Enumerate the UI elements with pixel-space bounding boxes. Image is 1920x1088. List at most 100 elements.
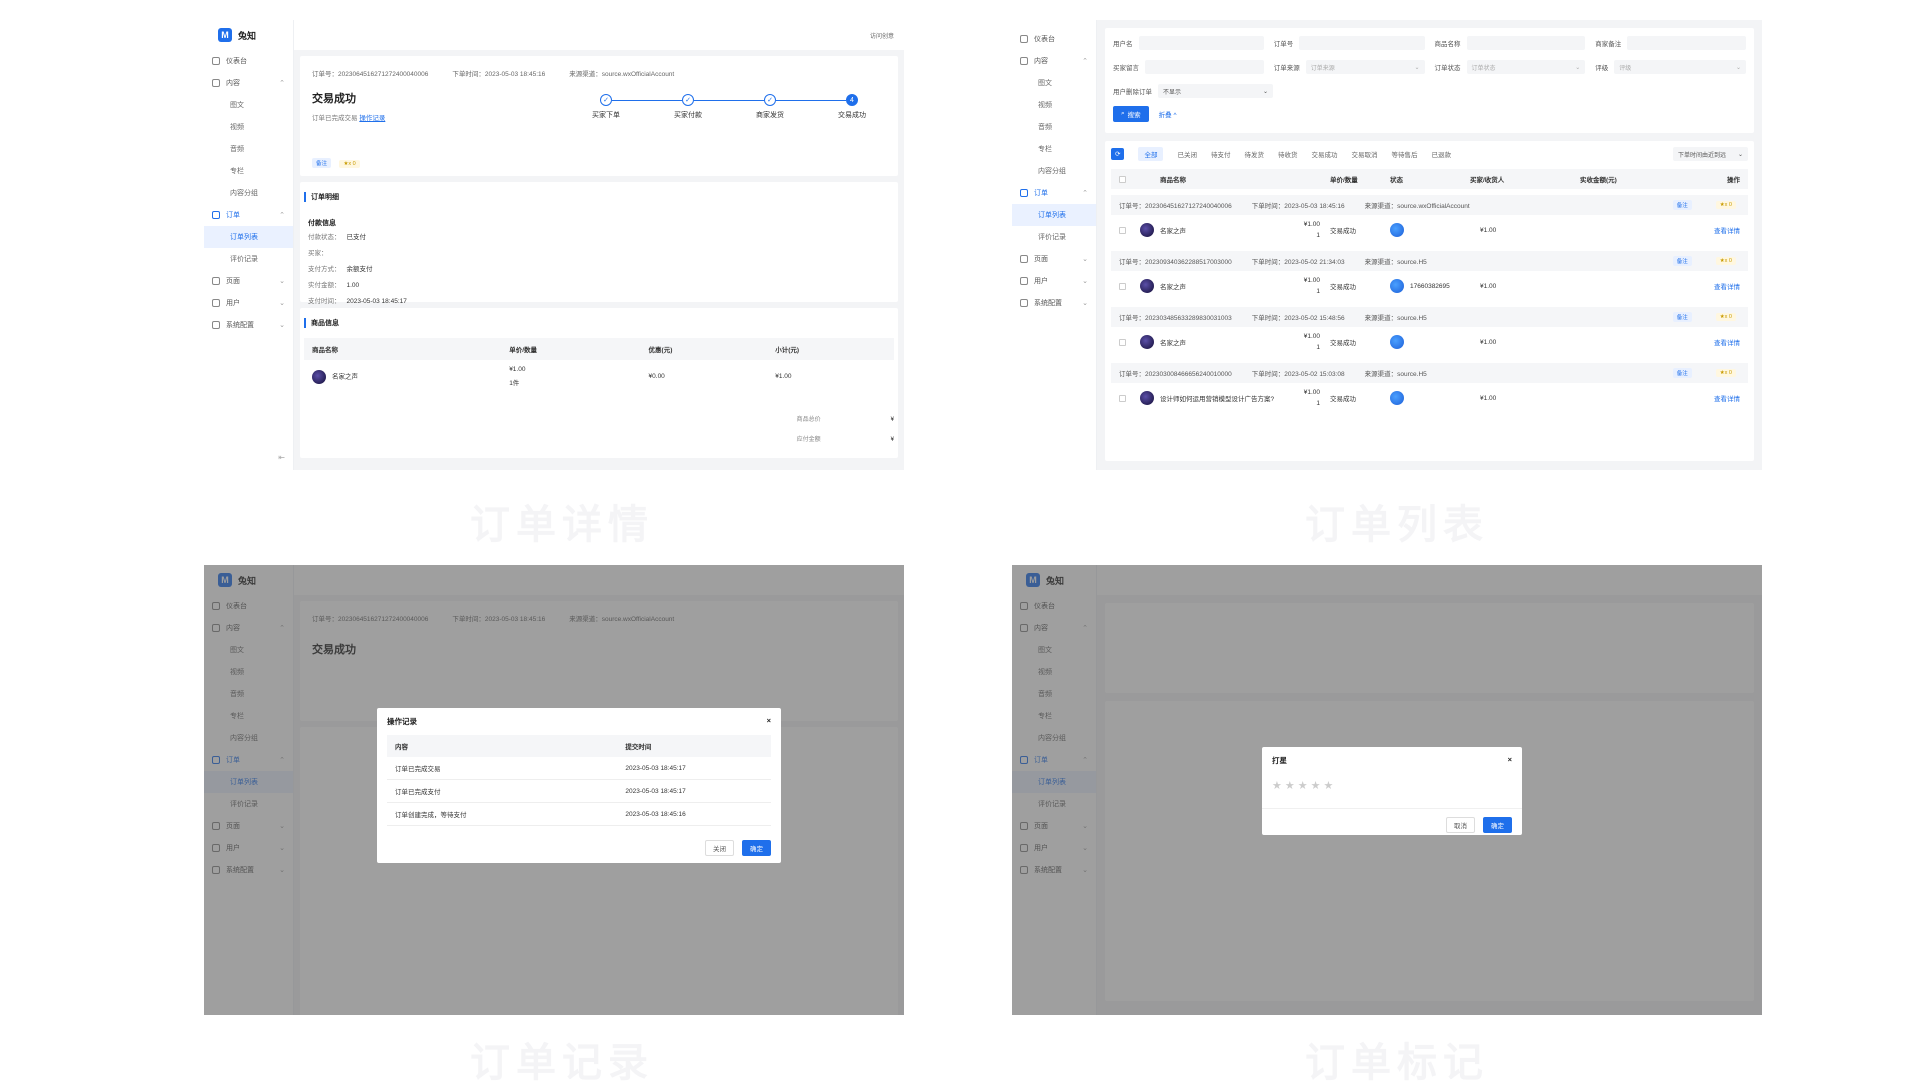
sidebar-item[interactable]: 用户 ⌄ [204,292,293,314]
sidebar-item[interactable]: 音频 [204,138,293,160]
sidebar-item[interactable]: 订单列表 [1012,204,1096,226]
sidebar-item[interactable]: 专栏 [204,160,293,182]
remark-tag[interactable]: 备注 [1672,256,1692,266]
select-all-checkbox[interactable] [1119,175,1126,183]
source-select[interactable]: 订单来源 ⌄ [1305,60,1425,74]
star-icon[interactable]: ★ [1323,780,1334,792]
sidebar-item[interactable]: 内容分组 [204,182,293,204]
logo-icon: M [218,28,232,42]
collapse-icon[interactable]: ⇤ [278,453,285,462]
rating-select[interactable]: 评级 ⌄ [1614,60,1746,74]
paid-amount: ¥1.00 [1480,394,1497,402]
order-no: 订单号：202303008466656240010000 [1119,371,1232,378]
order-list: 订单号：202306451627127240040006 下单时间：2023-05… [1111,195,1748,413]
refresh-icon[interactable]: ⟳ [1111,148,1125,160]
sidebar-item[interactable]: 图文 [1012,72,1096,94]
star-tag[interactable]: ★x 0 [339,160,360,168]
sidebar-item[interactable]: 视频 [204,116,293,138]
nav-icon [1020,189,1028,197]
fold-button[interactable]: 折叠 ^ [1158,112,1177,119]
step-1: ✓ 买家下单 [565,94,682,120]
sidebar-item[interactable]: 评价记录 [204,248,293,270]
sidebar-item[interactable]: 视频 [1012,94,1096,116]
sidebar-item[interactable]: 评价记录 [1012,226,1096,248]
view-detail-link[interactable]: 查看详情 [1714,396,1740,403]
star-icon[interactable]: ★ [1297,780,1308,792]
visit-link[interactable]: 访问创意 [869,33,894,40]
sidebar-item[interactable]: 订单列表 [204,226,293,248]
deleted-select[interactable]: 不显示 ⌄ [1158,84,1273,98]
sidebar-item[interactable]: 仪表台 [204,50,293,72]
tab-unshipped[interactable]: 待发货 [1244,152,1264,159]
remark-tag[interactable]: 备注 [1672,312,1692,322]
close-icon[interactable]: × [1507,755,1512,764]
avatar [1390,335,1404,349]
order-time: 下单时间：2023-05-03 18:45:16 [452,71,546,78]
tab-refunded[interactable]: 已退款 [1431,152,1451,159]
tab-unreceived[interactable]: 待收货 [1277,152,1298,159]
sidebar-item[interactable]: 仪表台 [1012,28,1096,50]
star-tag[interactable]: ★x 0 [1715,257,1736,265]
unit-price: ¥1.00 [1303,277,1320,284]
remark-tag[interactable]: 备注 [1672,368,1692,378]
sidebar-item[interactable]: 系统配置 ⌄ [1012,292,1096,314]
view-detail-link[interactable]: 查看详情 [1714,340,1740,347]
sidebar-item[interactable]: 内容分组 [1012,160,1096,182]
tab-success[interactable]: 交易成功 [1311,152,1338,159]
sidebar-item[interactable]: 音频 [1012,116,1096,138]
chevron-icon: ⌄ [1082,300,1088,307]
sum-block: 商品总价 ¥ 应付金额 ¥ [796,417,894,443]
star-icon[interactable]: ★ [1310,780,1321,792]
buyer-message-input[interactable] [1145,60,1264,74]
star-tag[interactable]: ★x 0 [1715,369,1736,377]
app-logo[interactable]: M 兔知 [204,20,293,50]
star-tag[interactable]: ★x 0 [1715,313,1736,321]
row-checkbox[interactable] [1119,226,1126,234]
star-tag[interactable]: ★x 0 [1715,201,1736,209]
sidebar-item[interactable]: 系统配置 ⌄ [204,314,293,336]
merchant-note-input[interactable] [1627,36,1746,50]
sidebar-item[interactable]: 专栏 [1012,138,1096,160]
ok-button[interactable]: 确定 [1483,817,1512,833]
username-input[interactable] [1138,36,1264,50]
row-checkbox[interactable] [1119,394,1126,402]
remark-tag[interactable]: 备注 [312,158,332,168]
tab-cancelled[interactable]: 交易取消 [1351,152,1378,159]
sidebar-item[interactable]: 图文 [204,94,293,116]
sidebar-item[interactable]: 订单 ⌃ [204,204,293,226]
row-checkbox[interactable] [1119,282,1126,290]
tab-unpaid[interactable]: 待支付 [1210,152,1231,159]
view-detail-link[interactable]: 查看详情 [1714,284,1740,291]
tab-closed[interactable]: 已关闭 [1177,152,1197,159]
remark-tag[interactable]: 备注 [1672,200,1692,210]
sidebar-item[interactable]: 内容 ⌃ [1012,50,1096,72]
row-checkbox[interactable] [1119,338,1126,346]
status-select[interactable]: 订单状态 ⌄ [1466,60,1586,74]
order-time: 下单时间：2023-05-02 15:03:08 [1251,371,1345,378]
cancel-button[interactable]: 关闭 [705,840,734,856]
sidebar-item[interactable]: 内容 ⌃ [204,72,293,94]
op-log-link[interactable]: 操作记录 [359,115,386,122]
cancel-button[interactable]: 取消 [1446,817,1475,833]
view-detail-link[interactable]: 查看详情 [1714,228,1740,235]
quantity: 1 [1316,232,1320,239]
tab-aftersale[interactable]: 等待售后 [1391,152,1418,159]
star-icon[interactable]: ★ [1272,780,1282,792]
sidebar-item[interactable]: 页面 ⌄ [204,270,293,292]
chevron-icon: ⌄ [279,300,285,307]
sidebar-item[interactable]: 页面 ⌄ [1012,248,1096,270]
sidebar-item-label: 页面 [1034,256,1048,263]
tab-all[interactable]: 全部 [1138,147,1164,161]
ok-button[interactable]: 确定 [742,840,771,856]
star-rating[interactable]: ★ ★ ★ ★ ★ [1262,774,1522,796]
sort-select[interactable]: 下单时间由近到远 ⌄ [1673,147,1748,161]
sidebar-item[interactable]: 用户 ⌄ [1012,270,1096,292]
sidebar-item[interactable]: 订单 ⌃ [1012,182,1096,204]
product-thumb [1140,391,1154,405]
product-name-input[interactable] [1466,36,1586,50]
search-button[interactable]: ⌕ 搜索 [1113,106,1149,122]
star-icon[interactable]: ★ [1284,780,1295,792]
close-icon[interactable]: × [766,716,771,725]
order-no-input[interactable] [1299,36,1425,50]
